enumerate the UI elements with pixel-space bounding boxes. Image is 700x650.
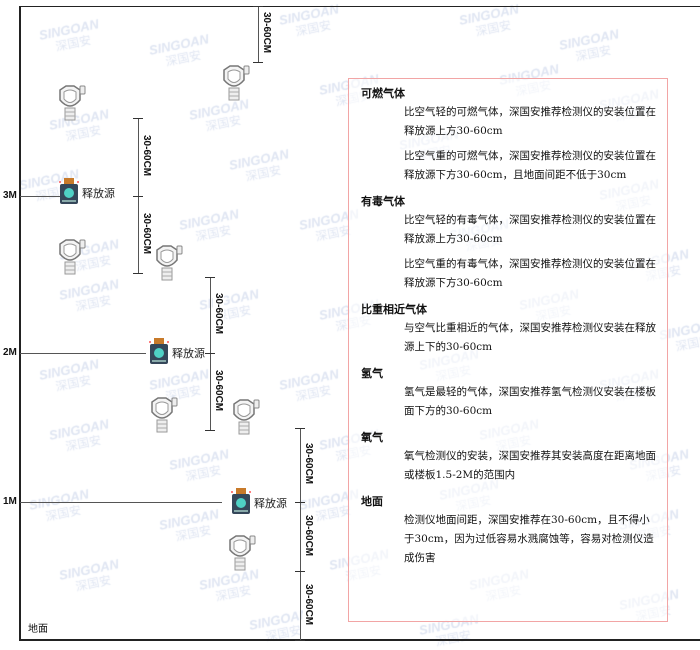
dimension-line bbox=[138, 196, 139, 273]
info-section: 氢气氢气是最轻的气体，深国安推荐氢气检测仪安装在楼板面下方的30-60cm bbox=[361, 365, 657, 421]
ceiling-line bbox=[19, 6, 700, 7]
level-2m-line bbox=[20, 353, 146, 354]
section-title: 氧气 bbox=[361, 431, 383, 444]
release-source-label: 释放源 bbox=[172, 345, 205, 361]
dimension-line bbox=[138, 118, 139, 196]
section-text: 比空气重的有毒气体，深国安推荐检测仪的安装位置在释放源下方30-60cm bbox=[404, 258, 656, 289]
level-1m-line bbox=[20, 502, 222, 503]
info-section: 有毒气体比空气轻的有毒气体，深国安推荐检测仪的安装位置在释放源上方30-60cm… bbox=[361, 193, 657, 293]
gas-detector-icon bbox=[148, 396, 178, 436]
dimension-line bbox=[258, 6, 259, 62]
dimension-label: 30-60CM bbox=[213, 293, 224, 335]
section-title: 可燃气体 bbox=[361, 87, 405, 100]
section-title: 地面 bbox=[361, 495, 383, 508]
release-source-label: 释放源 bbox=[82, 185, 115, 201]
dimension-label: 30-60CM bbox=[303, 514, 314, 556]
section-text: 与空气比重相近的气体，深国安推荐检测仪安装在释放源上下的30-60cm bbox=[404, 322, 656, 353]
dimension-line bbox=[300, 502, 301, 571]
dimension-tick bbox=[295, 571, 305, 572]
section-title: 氢气 bbox=[361, 367, 383, 380]
gas-detector-icon bbox=[226, 534, 256, 574]
release-source-icon bbox=[58, 178, 80, 204]
dimension-tick bbox=[205, 353, 215, 354]
dimension-tick bbox=[133, 196, 143, 197]
dimension-line bbox=[210, 353, 211, 430]
section-title: 比重相近气体 bbox=[361, 303, 427, 316]
gas-detector-icon bbox=[56, 84, 86, 124]
dimension-line bbox=[300, 428, 301, 502]
info-section: 可燃气体比空气轻的可燃气体，深国安推荐检测仪的安装位置在释放源上方30-60cm… bbox=[361, 85, 657, 185]
info-panel: 可燃气体比空气轻的可燃气体，深国安推荐检测仪的安装位置在释放源上方30-60cm… bbox=[348, 78, 668, 622]
dimension-tick bbox=[205, 277, 215, 278]
section-text: 比空气轻的有毒气体，深国安推荐检测仪的安装位置在释放源上方30-60cm bbox=[404, 214, 656, 245]
gas-detector-icon bbox=[56, 238, 86, 278]
dimension-line bbox=[300, 571, 301, 640]
release-source-icon bbox=[230, 488, 252, 514]
dimension-tick bbox=[253, 62, 263, 63]
dimension-label: 30-60CM bbox=[213, 369, 224, 411]
dimension-label: 30-60CM bbox=[303, 443, 314, 485]
dimension-label: 30-60CM bbox=[303, 583, 314, 625]
dimension-tick bbox=[295, 502, 305, 503]
info-section: 比重相近气体与空气比重相近的气体，深国安推荐检测仪安装在释放源上下的30-60c… bbox=[361, 301, 657, 357]
dimension-label: 30-60CM bbox=[141, 212, 152, 254]
level-2m-label: 2M bbox=[3, 347, 17, 358]
gas-detector-icon bbox=[220, 64, 250, 104]
dimension-label: 30-60CM bbox=[141, 135, 152, 177]
dimension-tick bbox=[133, 273, 143, 274]
wall-line bbox=[19, 6, 21, 641]
dimension-line bbox=[210, 277, 211, 353]
level-1m-label: 1M bbox=[3, 496, 17, 507]
section-text: 氢气是最轻的气体，深国安推荐氢气检测仪安装在楼板面下方的30-60cm bbox=[404, 386, 656, 417]
ground-line bbox=[19, 639, 700, 641]
dimension-tick bbox=[133, 118, 143, 119]
dimension-tick bbox=[295, 428, 305, 429]
section-text: 比空气轻的可燃气体，深国安推荐检测仪的安装位置在释放源上方30-60cm bbox=[404, 106, 656, 137]
release-source-label: 释放源 bbox=[254, 495, 287, 511]
info-section: 地面检测仪地面间距，深国安推荐在30-60cm，且不得小于30cm，因为过低容易… bbox=[361, 493, 657, 568]
info-section: 氧气氧气检测仪的安装，深国安推荐其安装高度在距离地面或楼板1.5-2M的范围内 bbox=[361, 429, 657, 485]
level-3m-line bbox=[20, 196, 60, 197]
dimension-tick bbox=[205, 430, 215, 431]
release-source-icon bbox=[148, 338, 170, 364]
dimension-tick bbox=[253, 6, 263, 7]
level-3m-label: 3M bbox=[3, 190, 17, 201]
dimension-label: 30-60CM bbox=[261, 12, 272, 54]
section-title: 有毒气体 bbox=[361, 195, 405, 208]
section-text: 比空气重的可燃气体，深国安推荐检测仪的安装位置在释放源下方30-60cm，且地面… bbox=[404, 150, 656, 181]
dimension-tick bbox=[295, 640, 305, 641]
ground-label: 地面 bbox=[28, 624, 48, 635]
gas-detector-icon bbox=[230, 398, 260, 438]
section-text: 检测仪地面间距，深国安推荐在30-60cm，且不得小于30cm，因为过低容易水溅… bbox=[404, 514, 654, 564]
section-text: 氧气检测仪的安装，深国安推荐其安装高度在距离地面或楼板1.5-2M的范围内 bbox=[404, 450, 656, 481]
gas-detector-icon bbox=[153, 244, 183, 284]
